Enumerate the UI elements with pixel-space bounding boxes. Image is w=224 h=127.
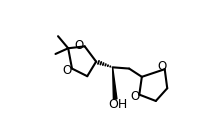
- Polygon shape: [113, 67, 117, 99]
- Text: O: O: [74, 39, 83, 52]
- Text: OH: OH: [108, 98, 127, 111]
- Text: O: O: [131, 90, 140, 103]
- Text: O: O: [63, 64, 72, 77]
- Text: O: O: [157, 60, 166, 73]
